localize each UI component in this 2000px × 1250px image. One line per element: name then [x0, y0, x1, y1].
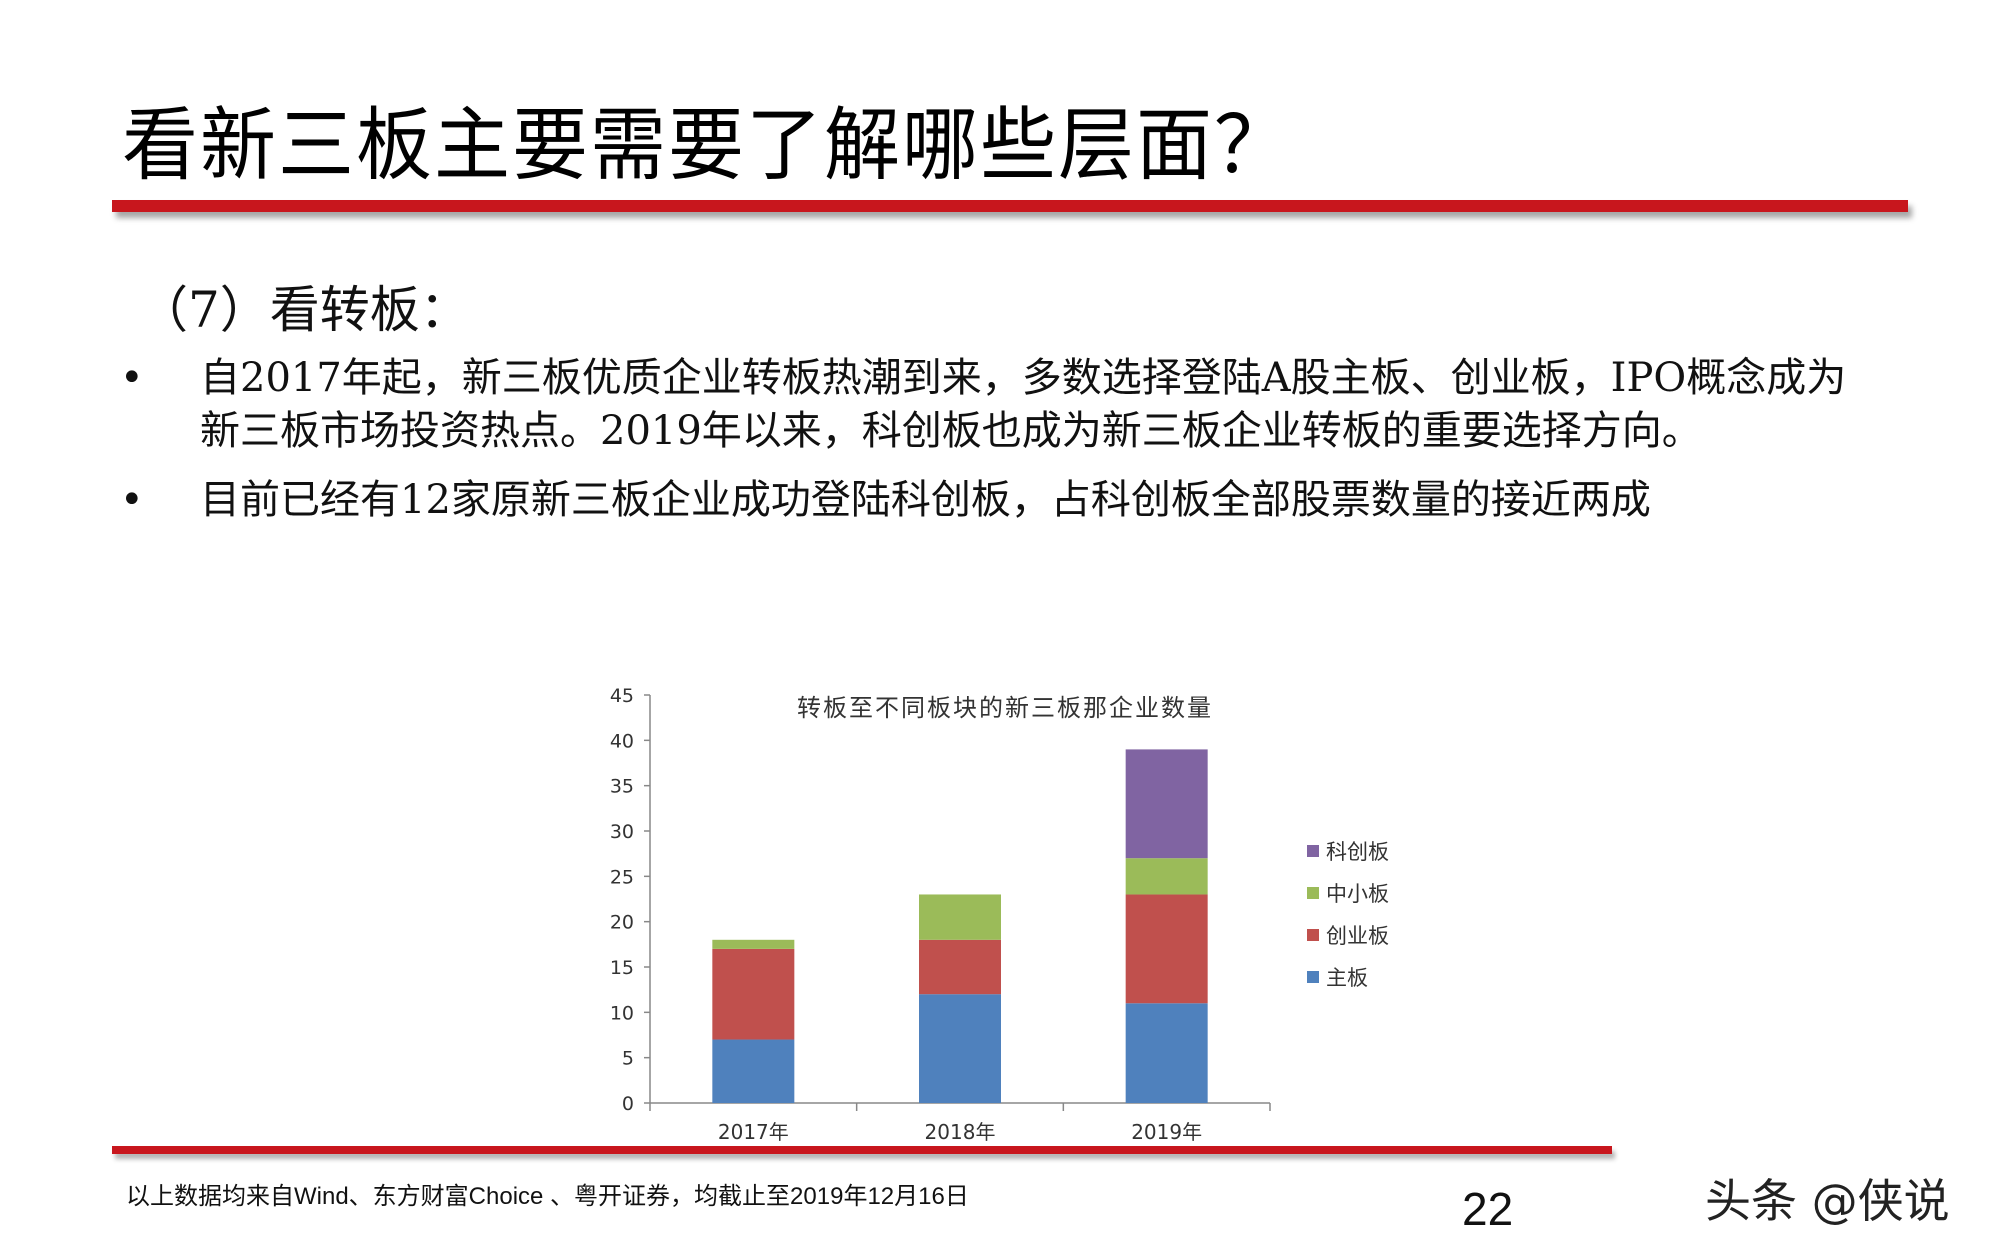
legend-swatch	[1307, 929, 1319, 941]
bar-segment-科创板	[1125, 749, 1208, 859]
bar-segment-主板	[1125, 1003, 1208, 1103]
legend-swatch	[1307, 845, 1319, 857]
y-tick-label: 35	[610, 776, 634, 798]
y-tick-label: 15	[610, 957, 634, 979]
legend-label: 科创板	[1326, 840, 1389, 864]
legend-label: 创业板	[1326, 924, 1389, 948]
x-tick-label: 2018年	[925, 1120, 996, 1144]
page-number: 22	[1462, 1183, 1514, 1235]
y-tick-label: 20	[610, 912, 634, 934]
bullet-text: 目前已经有12家原新三板企业成功登陆科创板，占科创板全部股票数量的接近两成	[200, 477, 1651, 523]
bar-segment-主板	[919, 994, 1001, 1103]
bullet-text: 自2017年起，新三板优质企业转板热潮到来，多数选择登陆A股主板、创业板，IPO…	[200, 355, 1847, 454]
bar-segment-中小板	[1125, 858, 1208, 895]
bar-segment-中小板	[712, 939, 795, 949]
section-subtitle: （7）看转板：	[138, 281, 470, 339]
y-tick-label: 30	[610, 821, 634, 843]
legend-swatch	[1307, 971, 1319, 983]
footer-divider	[112, 1146, 1612, 1154]
title-divider	[112, 200, 1908, 212]
bullet-marker: •	[120, 477, 144, 523]
bar-segment-创业板	[1125, 894, 1208, 1004]
x-tick-label: 2017年	[718, 1120, 789, 1144]
bar-segment-主板	[712, 1039, 795, 1103]
y-tick-label: 10	[610, 1002, 634, 1024]
chart-title: 转板至不同板块的新三板那企业数量	[797, 694, 1213, 722]
legend-label: 中小板	[1326, 882, 1389, 906]
y-tick-label: 25	[610, 866, 634, 888]
bullet-item: • 自2017年起，新三板优质企业转板热潮到来，多数选择登陆A股主板、创业板，I…	[120, 352, 1870, 458]
watermark: 头条 @侠说	[1705, 1174, 1950, 1228]
bar-segment-创业板	[712, 948, 795, 1040]
bar-segment-中小板	[919, 894, 1001, 940]
bar-segment-创业板	[919, 939, 1001, 995]
y-tick-label: 0	[622, 1093, 634, 1115]
data-source-note: 以上数据均来自Wind、东方财富Choice 、粤开证券，均截止至2019年12…	[126, 1183, 969, 1210]
legend-swatch	[1307, 887, 1319, 899]
bullet-list: • 自2017年起，新三板优质企业转板热潮到来，多数选择登陆A股主板、创业板，I…	[120, 352, 1870, 543]
y-tick-label: 5	[622, 1048, 634, 1070]
bullet-marker: •	[120, 355, 144, 401]
slide-title: 看新三板主要需要了解哪些层面？	[122, 97, 1292, 192]
bullet-item: • 目前已经有12家原新三板企业成功登陆科创板，占科创板全部股票数量的接近两成	[120, 474, 1870, 527]
y-tick-label: 45	[610, 685, 634, 707]
x-tick-label: 2019年	[1131, 1120, 1202, 1144]
y-tick-label: 40	[610, 730, 634, 752]
legend-label: 主板	[1326, 966, 1368, 990]
